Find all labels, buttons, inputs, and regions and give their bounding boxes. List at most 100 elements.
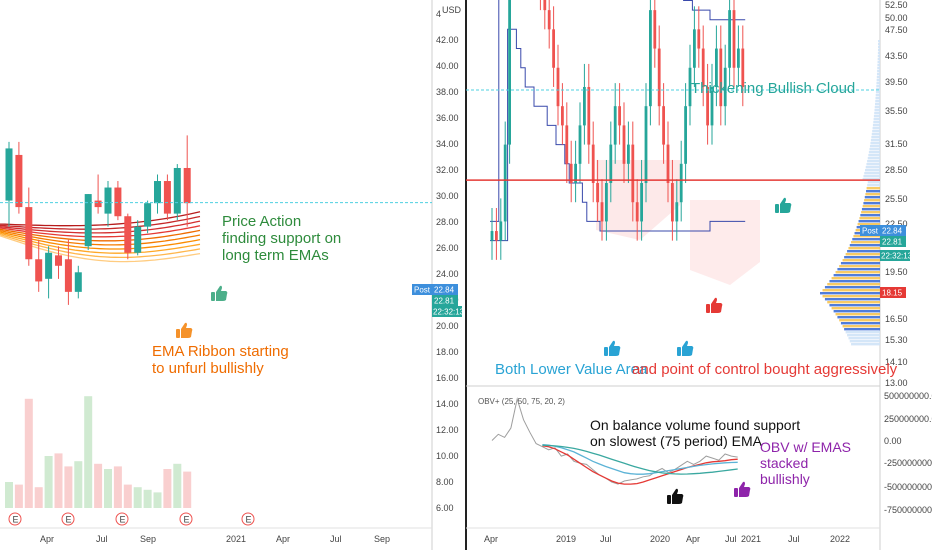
left-x-tick: Sep [140,534,156,544]
volume-bar [44,456,53,508]
right-x-tick: 2022 [830,534,850,544]
earnings-marker[interactable] [241,512,255,526]
left-y-tick: 30.00 [436,191,459,201]
candle-body [618,106,621,126]
right-x-tick: Apr [484,534,498,544]
right-price-axis: 52.50 50.00 47.50 43.50 39.50 35.50 31.50 28.50… [885,0,908,388]
profile-bar [822,289,880,292]
candle-body [728,10,731,68]
profile-bar [875,91,880,94]
earnings-label: E [120,515,126,525]
left-post-label: Post [414,286,431,295]
candle-body [693,29,696,68]
profile-bar [864,172,880,175]
profile-bar [844,256,880,259]
profile-bar [877,49,880,52]
profile-bar [864,199,880,202]
annotation-obv-support: On balance volume found support on slowe… [590,417,800,449]
right-y-tick: 39.50 [885,77,908,87]
candle-body [587,86,591,145]
profile-bar [872,124,880,127]
earnings-marker[interactable] [8,512,22,526]
candle-body [697,29,701,49]
profile-bar [869,145,880,148]
profile-bar [839,319,880,322]
left-y-tick: 10.00 [436,451,459,461]
earnings-marker[interactable] [115,512,129,526]
candle-body [635,202,639,222]
right-last-badge [880,225,906,236]
profile-bar [876,79,880,82]
profile-bar [862,205,880,208]
candle-body [495,231,498,241]
profile-bar [839,265,880,268]
profile-bar [869,148,880,151]
profile-bar [878,46,880,49]
profile-bar [859,217,880,220]
profile-bar [824,286,880,289]
obv-series-line [542,445,738,485]
obv-y-tick: 0.00 [884,436,902,446]
currency-label: USD [442,5,462,15]
candle-body [600,202,604,222]
profile-bar [877,70,880,73]
left-y-tick: 16.00 [436,373,459,383]
candle-body [74,272,82,292]
ema-ribbon-line1: EMA Ribbon starting [152,343,289,360]
profile-bar [848,247,880,250]
ema-line [0,225,201,238]
right-y-tick: 13.00 [885,378,908,388]
ema-line [0,233,201,259]
thumbs-up-icon [734,481,751,497]
candle-body [25,207,33,260]
right-y-tick: 16.50 [885,314,908,324]
left-x-tick: Jul [330,534,342,544]
profile-bar [874,109,880,112]
candle-body [499,221,503,241]
volume-bar [163,469,172,508]
candle-body [144,203,152,227]
volume-bar [74,461,83,508]
candle-body [561,106,564,126]
left-y-tick: 24.00 [436,269,459,279]
profile-bar [876,76,880,79]
profile-bar [851,343,880,346]
earnings-marker[interactable] [179,512,193,526]
annotation-bullish-cloud: Thickening Bullish Cloud [691,80,855,97]
profile-bar [866,190,880,193]
candle-body [679,163,683,203]
profile-bar [849,340,880,343]
ema-line [0,232,201,254]
candle-body [134,226,142,253]
profile-bar [831,307,880,310]
obv-emas-line3: bullishly [760,471,810,487]
earnings-marker[interactable] [61,512,75,526]
profile-bar [840,262,880,265]
candle-body [64,259,72,292]
candle-body [508,0,511,145]
profile-bar [873,121,880,124]
candle-body [644,106,648,184]
volume-bar [24,398,33,508]
profile-bar [877,52,880,55]
profile-bar [877,55,880,58]
left-y-tick: 40.00 [436,61,459,71]
candle-body [552,29,555,68]
left-y-tick: 12.00 [436,425,459,435]
profile-bar [870,142,880,145]
profile-bar [865,169,880,172]
left-time-axis: Apr Jul Sep 2021 Apr Jul Sep [40,534,390,544]
earnings-label: E [246,515,252,525]
candle-body [591,144,595,184]
right-close-badge [880,236,906,247]
right-timer-badge [880,250,910,261]
profile-bar [875,94,880,97]
candle-body [741,48,745,87]
profile-bar [842,259,880,262]
volume-bar [5,482,13,508]
thumbs-up-icon [706,297,723,313]
right-y-tick: 25.50 [885,194,908,204]
candle-body [183,167,191,204]
left-y-tick: 4 [436,9,441,19]
